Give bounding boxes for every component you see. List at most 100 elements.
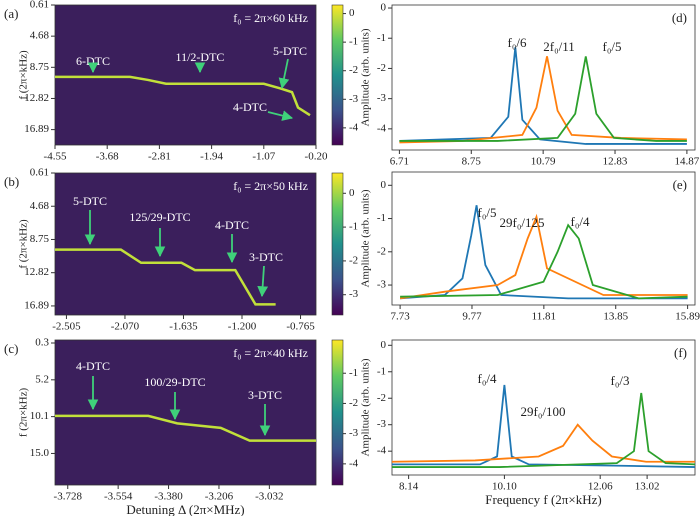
x-tick-label: -1.94 [200,151,223,163]
peak-label: 29f₀/125 [500,215,545,230]
y-tick-label: 0 [381,179,387,191]
x-tick-label: 13.85 [603,311,628,323]
y-tick-label: -2 [377,392,386,404]
peak-label: f₀/6 [508,35,527,50]
y-tick-label: -1 [377,32,386,44]
dtc-label: 11/2-DTC [176,50,225,64]
peak-label: 29f₀/100 [521,404,566,419]
y-tick-label: 16.89 [24,123,49,135]
dtc-label: 6-DTC [76,54,110,68]
ridge-line [55,75,311,117]
series-line [400,223,688,300]
colorbar-tick-label: -1 [349,36,358,48]
y-axis-label: f (2π×kHz) [18,50,30,100]
dtc-label: 125/29-DTC [129,210,190,224]
x-tick-label: 10.79 [531,156,556,168]
y-tick-label: -3 [377,92,387,104]
y-tick-label: 0 [381,339,387,351]
series-line [399,47,687,145]
panel-label: (f) [674,345,687,360]
y-tick-label: -2 [377,62,386,74]
colorbar-tick-label: -3 [349,288,359,300]
colorbar-tick-label: -2 [349,397,358,409]
dtc-label: 4-DTC [76,359,110,373]
panel-note: f₀ = 2π×40 kHz [233,346,308,360]
x-tick-label: -3.68 [96,151,119,163]
x-tick-label: 7.73 [390,311,410,323]
x-tick-label: 9.77 [462,311,482,323]
y-tick-label: -4 [377,122,387,134]
x-tick-label: -3.728 [54,491,83,503]
y-tick-label: 4.68 [30,200,50,212]
colorbar [331,172,344,316]
x-tick-label: -0.20 [305,151,328,163]
dtc-label: 5-DTC [73,194,107,208]
y-tick-label: -4 [377,445,387,457]
annotation-arrow [257,265,269,298]
y-tick-label: 8.75 [30,233,50,245]
x-tick-label: 8.75 [462,156,482,168]
peak-label: f₀/5 [478,205,497,220]
series-line [392,384,696,468]
x-tick-label: 12.83 [603,156,628,168]
y-tick-label: -2 [377,245,386,257]
dtc-label: 5-DTC [273,44,307,58]
colorbar-tick-label: -4 [349,121,359,133]
series-line [399,56,687,144]
series-line [391,423,695,463]
dtc-label: 3-DTC [249,250,283,264]
panel-note: f₀ = 2π×50 kHz [233,179,308,193]
ridge-line [55,248,276,306]
colorbar-tick-label: -4 [349,457,359,469]
x-tick-label: -1.07 [252,151,275,163]
peak-label: f₀/3 [611,373,630,388]
x-tick-label: -2.505 [52,321,81,333]
peak-label: 2f₀/11 [543,39,575,54]
x-tick-label: -3.554 [104,491,133,503]
series-line [399,213,688,300]
x-axis-label: Detuning Δ (2π×MHz) [126,502,244,516]
x-tick-label: -2.81 [148,151,171,163]
y-axis-label: Amplitude (arb. units) [360,358,372,456]
plot-area [54,172,317,316]
series-line [392,392,696,468]
series-line [400,205,688,300]
x-axis-label: Frequency f (2π×kHz) [485,492,601,507]
x-tick-label: 15.89 [675,311,700,323]
x-tick-label: -3.380 [154,491,183,503]
x-tick-label: 8.14 [399,481,419,493]
y-tick-label: 0 [381,2,387,14]
dtc-label: 4-DTC [233,100,267,114]
colorbar-tick-label: 0 [349,187,355,199]
panel-label: (c) [4,341,18,356]
colorbar-tick-label: -2 [349,64,358,76]
y-axis-label: Amplitude (arb. units) [360,28,372,126]
panel-label: (e) [673,177,687,192]
y-axis-label: f (2π×kHz) [18,388,30,438]
colorbar [331,339,344,486]
y-tick-label: 12.82 [24,92,49,104]
x-tick-label: -2.070 [111,321,140,333]
y-tick-label: 5.2 [35,373,49,385]
plot-area [391,171,696,306]
y-tick-label: 16.89 [24,299,49,311]
x-tick-label: 13.02 [635,481,660,493]
plot-area [54,339,317,486]
y-tick-label: -3 [377,279,387,291]
peak-label: f₀/4 [571,214,590,229]
y-tick-label: 15.0 [30,447,50,459]
y-tick-label: -1 [377,365,386,377]
peak-label: f₀/5 [603,39,622,54]
colorbar-tick-label: -1 [349,221,358,233]
x-tick-label: -3.206 [205,491,234,503]
y-tick-label: 0.3 [35,337,49,349]
panel-label: (a) [4,6,18,21]
y-tick-label: 12.82 [24,266,49,278]
panel-label: (b) [4,174,19,189]
colorbar [331,4,344,146]
annotation-arrow [267,110,294,121]
x-tick-label: -4.55 [44,151,67,163]
y-tick-label: 8.75 [30,61,50,73]
y-tick-label: -1 [377,212,386,224]
